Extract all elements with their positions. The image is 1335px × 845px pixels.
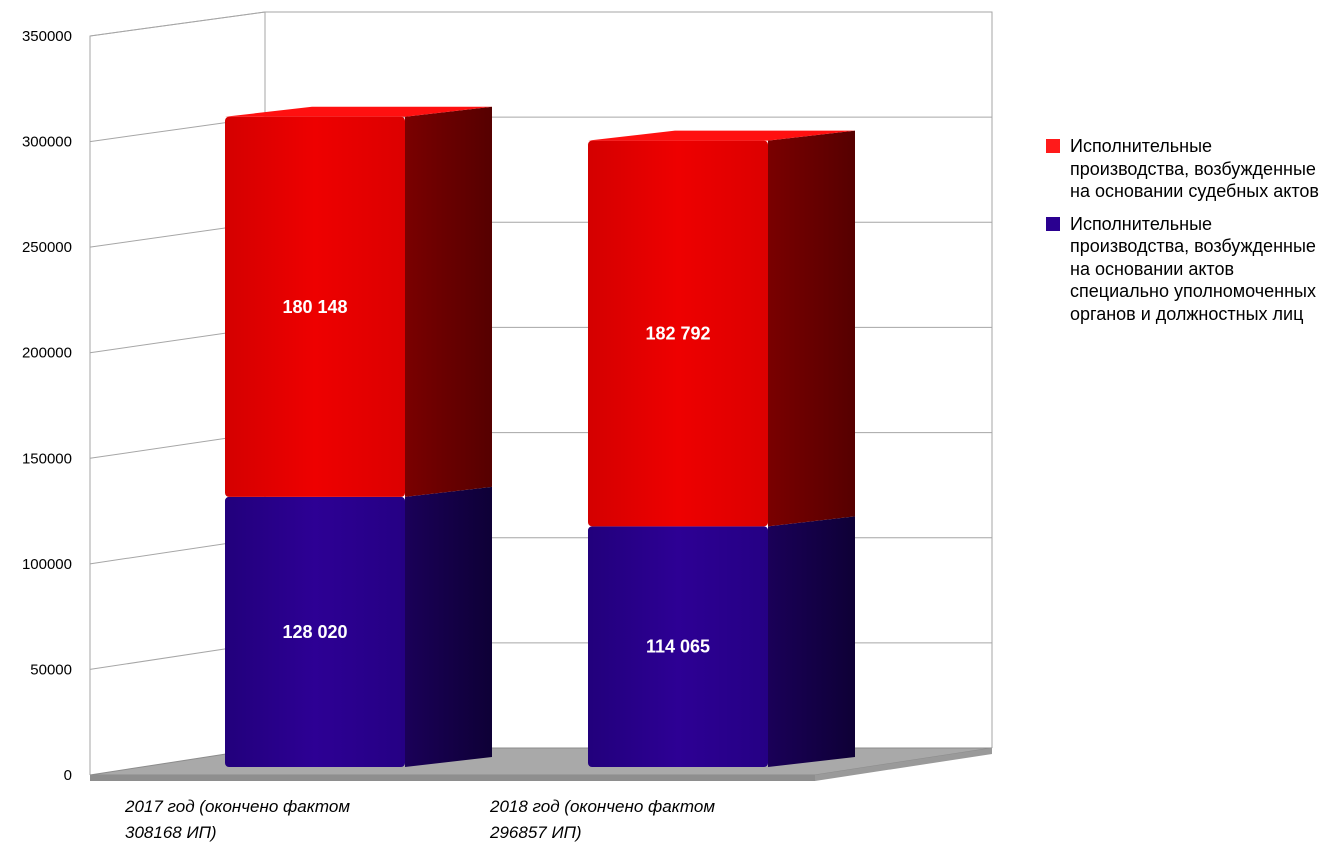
y-tick-label: 50000 (30, 661, 72, 678)
legend-item: Исполнительные производства, возбужденны… (1046, 213, 1335, 326)
y-tick-label: 100000 (22, 556, 72, 573)
floor-front-edge (90, 775, 815, 781)
bar-side-face (405, 106, 492, 497)
y-tick-label: 300000 (22, 134, 72, 151)
legend: Исполнительные производства, возбужденны… (1046, 135, 1335, 335)
bar-segment (588, 526, 768, 767)
x-tick-label: 296857 ИП) (489, 823, 582, 842)
floor-right-edge (815, 748, 992, 781)
x-axis: 2017 год (окончено фактом 308168 ИП) 2018 … (124, 797, 715, 842)
bar-segment (225, 496, 405, 767)
y-tick-label: 350000 (22, 28, 72, 45)
legend-label: Исполнительные производства, возбужденны… (1070, 213, 1316, 324)
bar-side-face (768, 516, 855, 767)
y-axis: 0 50000 100000 150000 200000 250000 300000 3500… (22, 28, 72, 784)
legend-label: Исполнительные производства, возбужденны… (1070, 136, 1319, 201)
y-tick-label: 0 (64, 767, 72, 784)
bar-segment (225, 116, 405, 497)
legend-swatch-blue (1046, 216, 1060, 231)
x-tick-label: 2017 год (окончено фактом (124, 797, 350, 816)
bar-top-face (588, 130, 855, 141)
x-tick-label: 2018 год (окончено фактом (489, 797, 715, 816)
legend-item: Исполнительные производства, возбужденны… (1046, 135, 1335, 203)
bar-data-label: 180 148 (282, 297, 347, 317)
bars-layer: 128 020 180 148 114 065 182 792 (225, 106, 855, 767)
bar-data-label: 114 065 (646, 637, 710, 657)
bar-data-label: 182 792 (645, 323, 710, 343)
bar-data-label: 128 020 (282, 622, 347, 642)
bar-side-face (768, 130, 855, 527)
bar-segment (588, 140, 768, 527)
y-tick-label: 200000 (22, 345, 72, 362)
y-tick-label: 250000 (22, 239, 72, 256)
y-tick-label: 150000 (22, 450, 72, 467)
bar-side-face (405, 486, 492, 767)
bar-top-face (225, 106, 492, 117)
legend-swatch-red (1046, 139, 1060, 153)
x-tick-label: 308168 ИП) (125, 823, 217, 842)
gridline-side (89, 11, 266, 37)
